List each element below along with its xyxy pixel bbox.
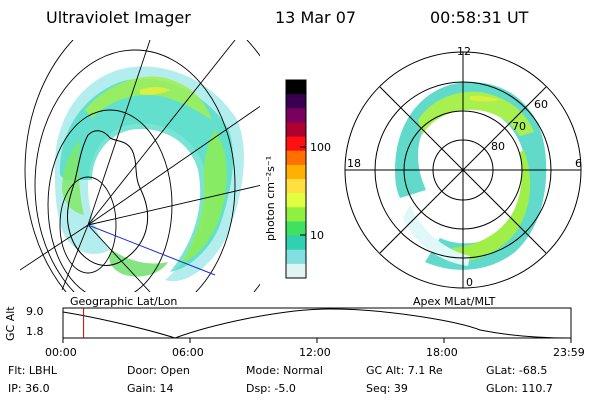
right-panel-caption: Apex MLat/MLT	[413, 295, 496, 308]
colorbar-segment	[286, 122, 306, 138]
info-glon: GLon: 110.7	[486, 382, 553, 395]
instrument-title: Ultraviolet Imager	[46, 8, 191, 27]
altitude-ylabel: GC Alt	[4, 306, 17, 341]
lat-70-label: 70	[512, 120, 526, 133]
colorbar-segment	[286, 193, 306, 208]
colorbar-segment	[286, 249, 306, 265]
colorbar-segment	[286, 263, 306, 279]
mlt-18-label: 18	[347, 157, 361, 170]
colorbar-segment	[286, 207, 306, 222]
colorbar-tick-100-label: 100	[310, 141, 331, 154]
colorbar-segment	[286, 179, 306, 194]
polar-image	[395, 82, 547, 270]
info-dsp: Dsp: -5.0	[246, 382, 296, 395]
altitude-plot-frame	[62, 307, 572, 339]
colorbar-segment	[286, 150, 306, 166]
geographic-image	[20, 40, 260, 292]
colorbar-segment	[286, 80, 306, 95]
altitude-curve	[62, 308, 572, 339]
info-gcalt: GC Alt: 7.1 Re	[366, 364, 443, 377]
xtick-2359-label: 23:59	[553, 346, 585, 359]
colorbar-segment	[286, 108, 306, 123]
left-panel-caption: Geographic Lat/Lon	[70, 295, 178, 308]
colorbar	[286, 80, 306, 279]
colorbar-segment	[286, 221, 306, 237]
lat-80-label: 80	[491, 140, 505, 153]
colorbar-segment	[286, 136, 306, 152]
info-seq: Seq: 39	[366, 382, 408, 395]
mlt-6-label: 6	[575, 157, 582, 170]
ytick-9-label: 9.0	[26, 305, 44, 318]
time-label: 00:58:31 UT	[430, 8, 529, 27]
lat-60-label: 60	[534, 98, 548, 111]
colorbar-segment	[286, 235, 306, 251]
info-ip: IP: 36.0	[8, 382, 50, 395]
polar-grid	[344, 51, 582, 289]
date-label: 13 Mar 07	[275, 8, 357, 27]
colorbar-frame	[285, 79, 307, 279]
colorbar-segment	[286, 164, 306, 180]
info-glat: GLat: -68.5	[486, 364, 548, 377]
info-gain: Gain: 14	[127, 382, 174, 395]
info-mode: Mode: Normal	[246, 364, 323, 377]
info-flt: Flt: LBHL	[8, 364, 57, 377]
mlt-12-label: 12	[457, 45, 471, 58]
xtick-1200-label: 12:00	[299, 346, 331, 359]
colorbar-tick-10-label: 10	[310, 229, 324, 242]
xtick-0000-label: 00:00	[45, 346, 77, 359]
ytick-1-8-label: 1.8	[26, 325, 44, 338]
mlt-0-label: 0	[466, 276, 473, 289]
xtick-0600-label: 06:00	[172, 346, 204, 359]
colorbar-unit-label: photon cm⁻²s⁻¹	[264, 155, 277, 241]
xtick-1800-label: 18:00	[426, 346, 458, 359]
info-door: Door: Open	[127, 364, 190, 377]
colorbar-segment	[286, 94, 306, 109]
